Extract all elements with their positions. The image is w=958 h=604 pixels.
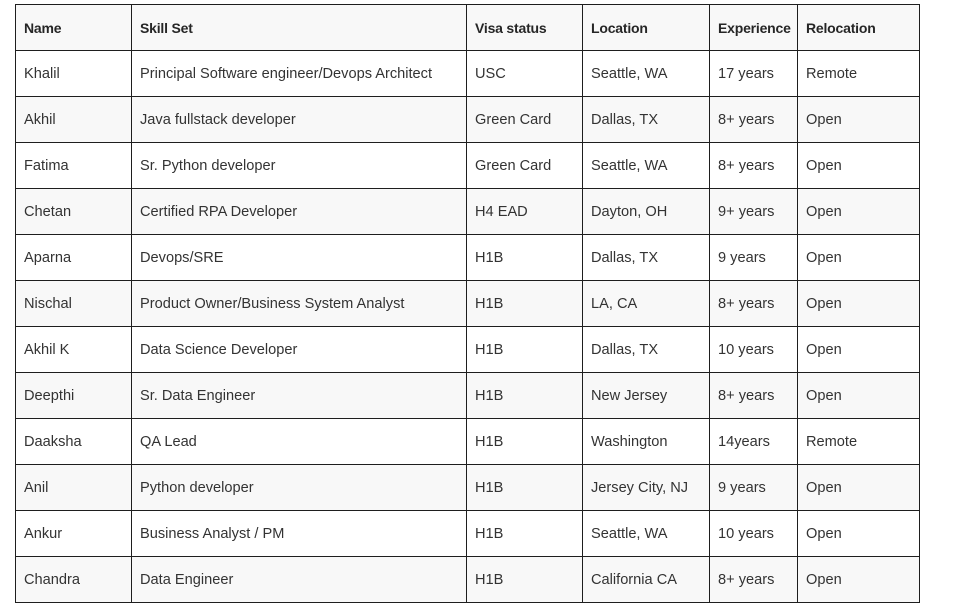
cell-experience: 10 years xyxy=(709,510,798,557)
column-header-visa: Visa status xyxy=(466,4,583,51)
cell-location: Seattle, WA xyxy=(582,510,710,557)
cell-visa: H1B xyxy=(466,510,583,557)
table-row: Fatima Sr. Python developer Green Card Seat… xyxy=(15,142,920,189)
cell-visa: H4 EAD xyxy=(466,188,583,235)
cell-relocation: Remote xyxy=(797,50,920,97)
cell-name: Nischal xyxy=(15,280,132,327)
cell-name: Chandra xyxy=(15,556,132,603)
cell-name: Khalil xyxy=(15,50,132,97)
cell-skill: Product Owner/Business System Analyst xyxy=(131,280,467,327)
cell-name: Daaksha xyxy=(15,418,132,465)
cell-visa: H1B xyxy=(466,234,583,281)
cell-visa: H1B xyxy=(466,280,583,327)
cell-name: Chetan xyxy=(15,188,132,235)
cell-skill: Sr. Data Engineer xyxy=(131,372,467,419)
cell-location: New Jersey xyxy=(582,372,710,419)
cell-relocation: Remote xyxy=(797,418,920,465)
cell-visa: Green Card xyxy=(466,142,583,189)
cell-location: Seattle, WA xyxy=(582,142,710,189)
cell-name: Ankur xyxy=(15,510,132,557)
cell-visa: H1B xyxy=(466,326,583,373)
cell-visa: H1B xyxy=(466,372,583,419)
column-header-experience: Experience xyxy=(709,4,798,51)
cell-location: Washington xyxy=(582,418,710,465)
cell-relocation: Open xyxy=(797,372,920,419)
cell-visa: Green Card xyxy=(466,96,583,143)
cell-experience: 10 years xyxy=(709,326,798,373)
table-row: Khalil Principal Software engineer/Devops… xyxy=(15,50,920,97)
cell-relocation: Open xyxy=(797,556,920,603)
cell-experience: 8+ years xyxy=(709,96,798,143)
cell-experience: 8+ years xyxy=(709,142,798,189)
cell-relocation: Open xyxy=(797,464,920,511)
cell-experience: 8+ years xyxy=(709,280,798,327)
table-row: Ankur Business Analyst / PM H1B Seattle, WA… xyxy=(15,510,920,557)
table-row: Deepthi Sr. Data Engineer H1B New Jersey 8+ … xyxy=(15,372,920,419)
cell-relocation: Open xyxy=(797,326,920,373)
cell-location: California CA xyxy=(582,556,710,603)
cell-experience: 8+ years xyxy=(709,372,798,419)
column-header-name: Name xyxy=(15,4,132,51)
cell-location: Dallas, TX xyxy=(582,234,710,281)
cell-name: Deepthi xyxy=(15,372,132,419)
cell-location: LA, CA xyxy=(582,280,710,327)
table-row: Aparna Devops/SRE H1B Dallas, TX 9 years Open xyxy=(15,234,920,281)
cell-location: Dallas, TX xyxy=(582,96,710,143)
cell-location: Dayton, OH xyxy=(582,188,710,235)
cell-skill: Business Analyst / PM xyxy=(131,510,467,557)
table-row: Daaksha QA Lead H1B Washington 14years Remote xyxy=(15,418,920,465)
cell-location: Dallas, TX xyxy=(582,326,710,373)
cell-visa: H1B xyxy=(466,418,583,465)
cell-relocation: Open xyxy=(797,96,920,143)
cell-skill: Java fullstack developer xyxy=(131,96,467,143)
column-header-skill: Skill Set xyxy=(131,4,467,51)
table-row: Chandra Data Engineer H1B California CA 8+ y… xyxy=(15,556,920,603)
cell-name: Anil xyxy=(15,464,132,511)
cell-name: Akhil xyxy=(15,96,132,143)
cell-visa: USC xyxy=(466,50,583,97)
cell-relocation: Open xyxy=(797,510,920,557)
cell-visa: H1B xyxy=(466,556,583,603)
cell-skill: Devops/SRE xyxy=(131,234,467,281)
table-row: Nischal Product Owner/Business System Ana… xyxy=(15,280,920,327)
cell-relocation: Open xyxy=(797,280,920,327)
candidates-table: Name Skill Set Visa status Location Experien… xyxy=(15,4,920,603)
column-header-relocation: Relocation xyxy=(797,4,920,51)
cell-skill: Data Engineer xyxy=(131,556,467,603)
cell-experience: 17 years xyxy=(709,50,798,97)
cell-skill: Python developer xyxy=(131,464,467,511)
cell-name: Akhil K xyxy=(15,326,132,373)
cell-experience: 8+ years xyxy=(709,556,798,603)
cell-visa: H1B xyxy=(466,464,583,511)
table-row: Anil Python developer H1B Jersey City, NJ 9 … xyxy=(15,464,920,511)
table-row: Chetan Certified RPA Developer H4 EAD Dayto… xyxy=(15,188,920,235)
cell-experience: 14years xyxy=(709,418,798,465)
cell-experience: 9 years xyxy=(709,464,798,511)
cell-skill: Sr. Python developer xyxy=(131,142,467,189)
cell-relocation: Open xyxy=(797,142,920,189)
header-row: Name Skill Set Visa status Location Experien… xyxy=(15,4,920,51)
cell-relocation: Open xyxy=(797,188,920,235)
cell-location: Seattle, WA xyxy=(582,50,710,97)
cell-name: Fatima xyxy=(15,142,132,189)
table-body: Khalil Principal Software engineer/Devops… xyxy=(15,50,920,603)
table-row: Akhil Java fullstack developer Green Card D… xyxy=(15,96,920,143)
table-header: Name Skill Set Visa status Location Experien… xyxy=(15,4,920,51)
cell-skill: Certified RPA Developer xyxy=(131,188,467,235)
table-row: Akhil K Data Science Developer H1B Dallas, … xyxy=(15,326,920,373)
cell-location: Jersey City, NJ xyxy=(582,464,710,511)
column-header-location: Location xyxy=(582,4,710,51)
cell-name: Aparna xyxy=(15,234,132,281)
cell-skill: QA Lead xyxy=(131,418,467,465)
cell-experience: 9 years xyxy=(709,234,798,281)
cell-skill: Data Science Developer xyxy=(131,326,467,373)
cell-skill: Principal Software engineer/Devops Archi… xyxy=(131,50,467,97)
cell-experience: 9+ years xyxy=(709,188,798,235)
cell-relocation: Open xyxy=(797,234,920,281)
